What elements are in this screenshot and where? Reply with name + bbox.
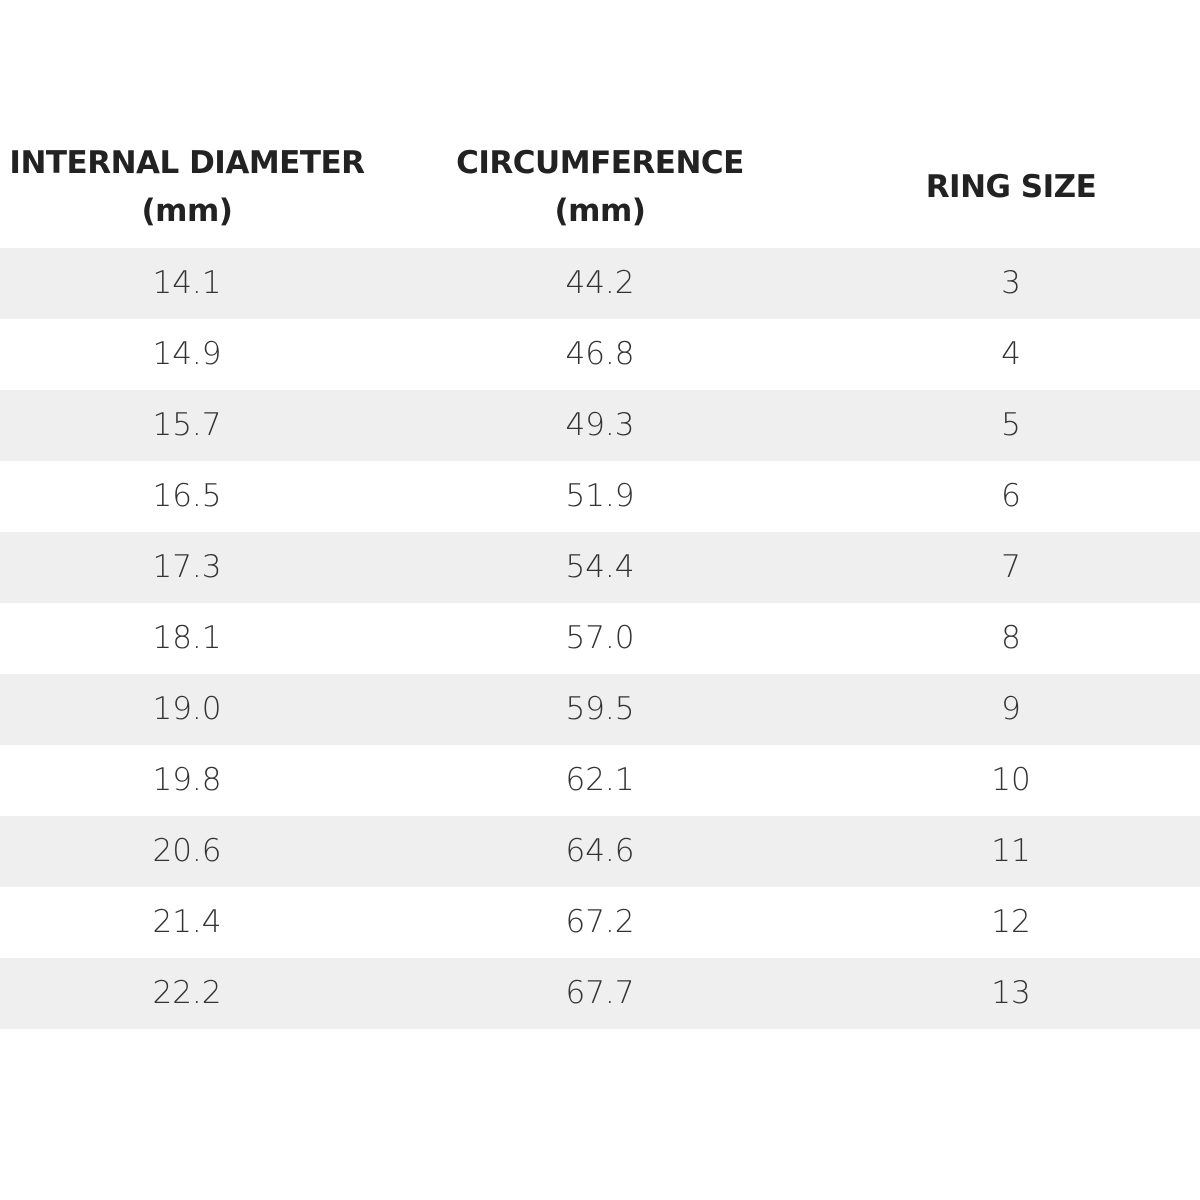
table-cell: 14.9 <box>152 336 222 372</box>
table-cell: 46.8 <box>565 336 635 372</box>
column-header: RING SIZE <box>925 169 1097 205</box>
table-cell: 67.2 <box>565 904 635 940</box>
table-cell: 19.8 <box>152 762 222 798</box>
table-cell: 62.1 <box>565 762 635 798</box>
table-cell: 15.7 <box>152 407 222 443</box>
table-cell: 59.5 <box>565 691 635 727</box>
table-cell: 4 <box>1001 336 1021 372</box>
table-cell: 13 <box>991 975 1031 1011</box>
column-header: (mm) <box>554 193 646 229</box>
table-row: 14.1 44.2 3 <box>0 248 1200 319</box>
table-cell: 10 <box>991 762 1031 798</box>
table-cell: 64.6 <box>565 833 635 869</box>
table-cell: 7 <box>1001 549 1021 585</box>
table-row: 16.5 51.9 6 <box>0 461 1200 532</box>
table-cell: 16.5 <box>152 478 222 514</box>
table-cell: 20.6 <box>152 833 222 869</box>
table-cell: 51.9 <box>565 478 635 514</box>
table-row: 18.1 57.0 8 <box>0 603 1200 674</box>
table-cell: 44.2 <box>565 265 635 301</box>
table-cell: 17.3 <box>152 549 222 585</box>
column-header: (mm) <box>141 193 233 229</box>
column-header: INTERNAL DIAMETER <box>9 145 365 181</box>
table-cell: 14.1 <box>152 265 222 301</box>
column-header: CIRCUMFERENCE <box>456 145 744 181</box>
table-row: 20.6 64.6 11 <box>0 816 1200 887</box>
table-cell: 21.4 <box>152 904 222 940</box>
table-cell: 11 <box>991 833 1031 869</box>
table-cell: 19.0 <box>152 691 222 727</box>
table-row: 15.7 49.3 5 <box>0 390 1200 461</box>
table-cell: 9 <box>1001 691 1021 727</box>
table-cell: 3 <box>1001 265 1021 301</box>
table-cell: 6 <box>1001 478 1021 514</box>
table-cell: 8 <box>1001 620 1021 656</box>
table-row: 21.4 67.2 12 <box>0 887 1200 958</box>
table-row: 14.9 46.8 4 <box>0 319 1200 390</box>
table-cell: 22.2 <box>152 975 222 1011</box>
table-cell: 18.1 <box>152 620 222 656</box>
table-cell: 12 <box>991 904 1031 940</box>
table-row: 19.0 59.5 9 <box>0 674 1200 745</box>
table-cell: 67.7 <box>565 975 635 1011</box>
table-row: 19.8 62.1 10 <box>0 745 1200 816</box>
table-cell: 54.4 <box>565 549 635 585</box>
table-cell: 57.0 <box>565 620 635 656</box>
table-cell: 5 <box>1001 407 1021 443</box>
table-cell: 49.3 <box>565 407 635 443</box>
table-row: 22.2 67.7 13 <box>0 958 1200 1029</box>
table-row: 17.3 54.4 7 <box>0 532 1200 603</box>
